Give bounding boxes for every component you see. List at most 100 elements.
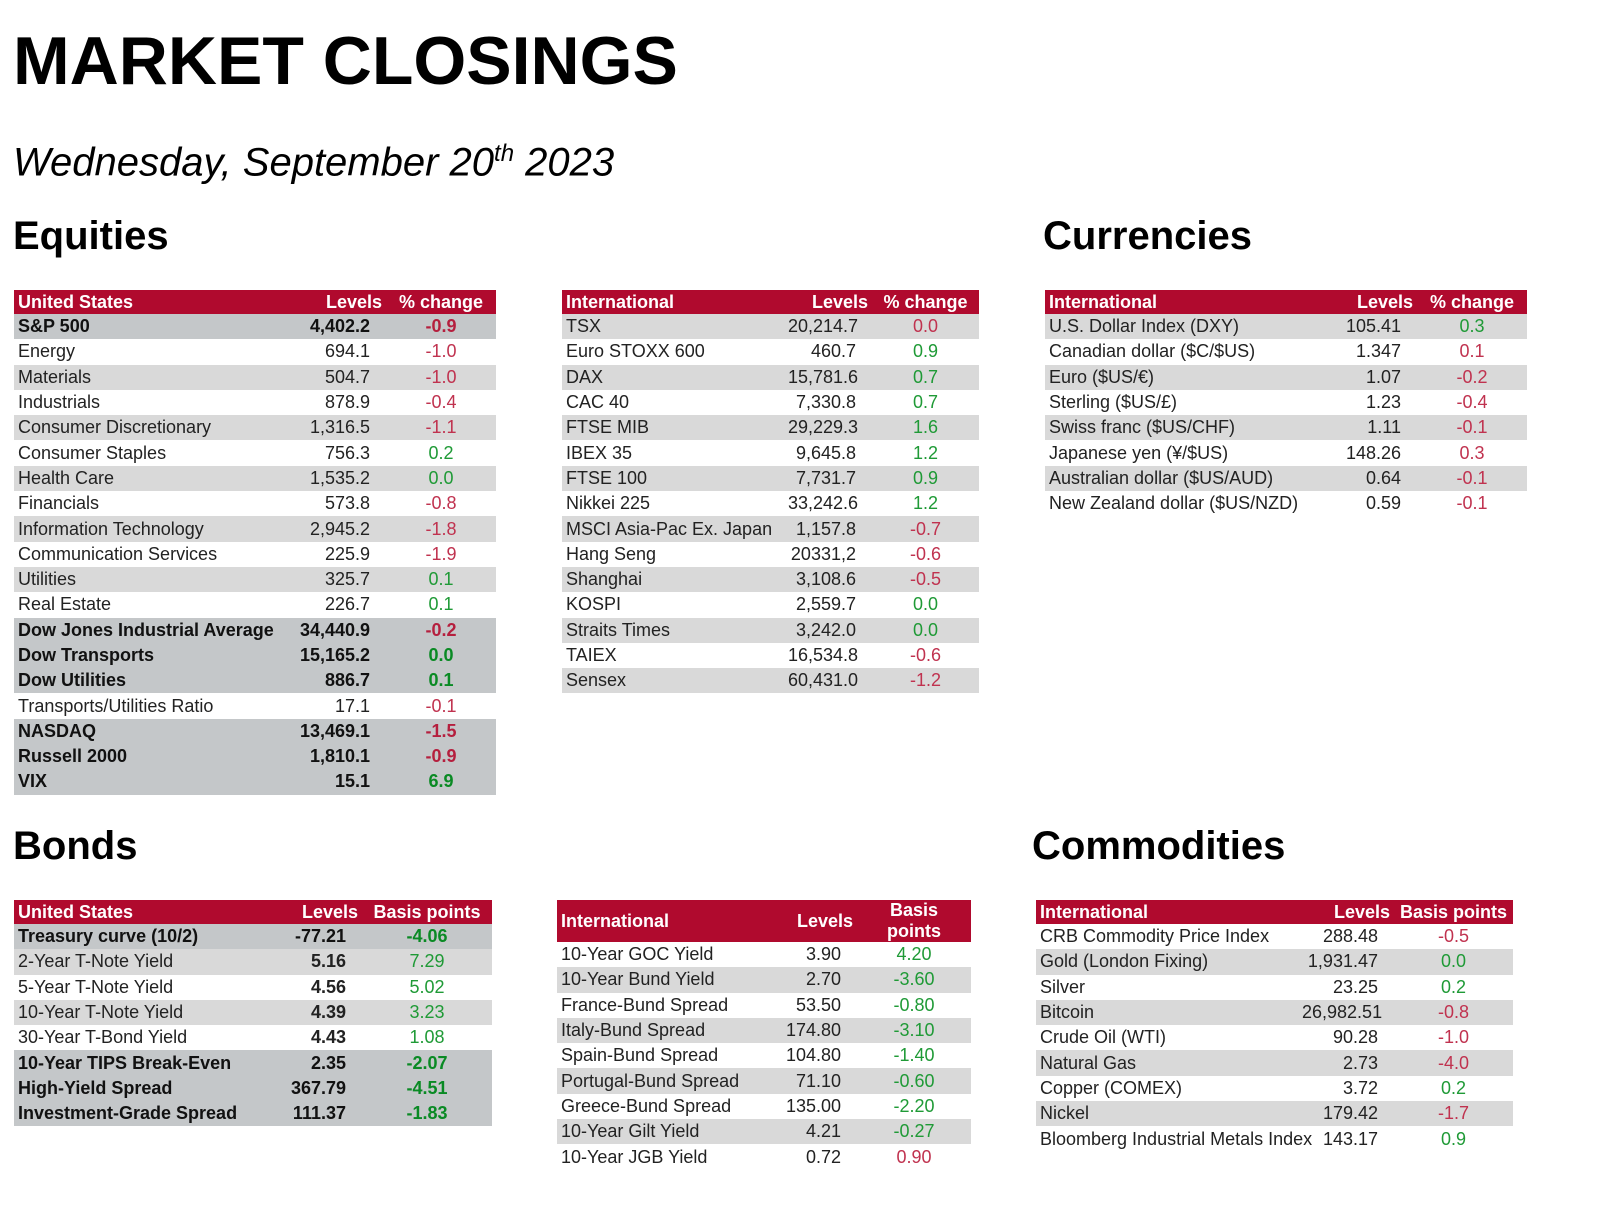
- row-name: Bloomberg Industrial Metals Index: [1036, 1126, 1312, 1152]
- column-header-change: Basis points: [1394, 900, 1513, 924]
- table-row: Treasury curve (10/2) -77.21 -4.06: [14, 924, 492, 950]
- row-name: NASDAQ: [14, 718, 296, 745]
- bonds-international-table: International Levels Basis points 10-Year G…: [557, 900, 971, 1170]
- report-date: Wednesday, September 20th 2023: [13, 140, 615, 185]
- row-change: 3.23: [362, 999, 492, 1026]
- row-name: KOSPI: [562, 592, 784, 618]
- row-level: 226.7: [296, 592, 386, 618]
- row-change: 7.29: [362, 949, 492, 975]
- row-change: 0.1: [1417, 339, 1527, 365]
- row-level: 26,982.51: [1298, 999, 1394, 1026]
- row-change: -0.2: [386, 617, 496, 643]
- row-change: -0.27: [857, 1119, 971, 1145]
- column-header-levels: Levels: [784, 290, 872, 314]
- row-change: 1.2: [872, 440, 979, 466]
- row-name: 10-Year Gilt Yield: [557, 1119, 777, 1145]
- table-row: Industrials 878.9 -0.4: [14, 389, 496, 416]
- row-name: Silver: [1036, 974, 1298, 1000]
- table-row: 2-Year T-Note Yield 5.16 7.29: [14, 949, 492, 975]
- row-name: Real Estate: [14, 592, 296, 618]
- row-change: 0.3: [1417, 440, 1527, 466]
- row-name: Russell 2000: [14, 744, 296, 770]
- bonds-us-table: United States Levels Basis points Treasury …: [14, 900, 492, 1127]
- row-name: VIX: [14, 769, 296, 795]
- row-name: France-Bund Spread: [557, 992, 777, 1018]
- row-name: MSCI Asia-Pac Ex. Japan: [562, 516, 784, 542]
- column-header-name: International: [1036, 900, 1298, 924]
- column-header-levels: Levels: [296, 290, 386, 314]
- row-level: 16,534.8: [784, 642, 872, 669]
- row-name: 2-Year T-Note Yield: [14, 949, 276, 975]
- row-level: 53.50: [777, 992, 857, 1018]
- row-name: CRB Commodity Price Index: [1036, 924, 1298, 950]
- row-change: -0.7: [872, 516, 979, 542]
- row-level: 34,440.9: [296, 617, 386, 643]
- table-header-row: United States Levels% change: [14, 290, 496, 314]
- row-name: 10-Year JGB Yield: [557, 1144, 777, 1170]
- table-row: CAC 40 7,330.8 0.7: [562, 389, 979, 416]
- row-level: 179.42: [1298, 1101, 1394, 1127]
- row-level: 2.35: [276, 1050, 362, 1076]
- row-level: 3,242.0: [784, 617, 872, 643]
- table-header-row: International Levels% change: [1045, 290, 1527, 314]
- row-change: 6.9: [386, 769, 496, 795]
- row-change: 0.0: [1394, 949, 1513, 975]
- table-header-row: International Levels Basis points: [557, 900, 971, 942]
- row-level: -77.21: [276, 924, 362, 950]
- row-name: Natural Gas: [1036, 1050, 1298, 1076]
- row-level: 174.80: [777, 1017, 857, 1044]
- row-level: 20,214.7: [784, 314, 872, 340]
- row-level: 1,535.2: [296, 465, 386, 492]
- table-row: Euro ($US/€) 1.07 -0.2: [1045, 364, 1527, 390]
- column-header-name: International: [1045, 290, 1321, 314]
- table-row: Transports/Utilities Ratio 17.1 -0.1: [14, 693, 496, 719]
- row-level: 756.3: [296, 440, 386, 466]
- table-header-row: International Levels Basis points: [1036, 900, 1513, 924]
- table-row: Consumer Staples 756.3 0.2: [14, 440, 496, 466]
- row-change: -1.83: [362, 1101, 492, 1127]
- table-row: 10-Year T-Note Yield 4.39 3.23: [14, 999, 492, 1026]
- row-level: 1.23: [1321, 389, 1417, 416]
- row-name: 5-Year T-Note Yield: [14, 974, 276, 1000]
- row-level: 1.11: [1321, 415, 1417, 441]
- column-header-levels: Levels: [1298, 900, 1394, 924]
- row-name: 10-Year Bund Yield: [557, 967, 777, 993]
- table-row: Utilities 325.7 0.1: [14, 566, 496, 593]
- table-row: 10-Year Gilt Yield 4.21 -0.27: [557, 1119, 971, 1145]
- row-level: 288.48: [1298, 924, 1394, 950]
- row-change: 0.9: [872, 465, 979, 492]
- row-name: Treasury curve (10/2): [14, 924, 276, 950]
- table-row: NASDAQ 13,469.1 -1.5: [14, 718, 496, 745]
- table-row: Copper (COMEX) 3.72 0.2: [1036, 1075, 1513, 1102]
- row-change: 0.1: [386, 668, 496, 694]
- table-row: Dow Jones Industrial Average 34,440.9 -0.2: [14, 617, 496, 643]
- table-header-row: United States Levels Basis points: [14, 900, 492, 924]
- row-change: -0.6: [872, 642, 979, 669]
- row-name: Bitcoin: [1036, 999, 1298, 1026]
- row-name: 30-Year T-Bond Yield: [14, 1025, 276, 1051]
- table-row: Consumer Discretionary 1,316.5 -1.1: [14, 415, 496, 441]
- row-change: -0.6: [872, 541, 979, 567]
- table-row: DAX 15,781.6 0.7: [562, 364, 979, 390]
- table-row: 10-Year JGB Yield 0.72 0.90: [557, 1144, 971, 1170]
- row-level: 60,431.0: [784, 668, 872, 694]
- row-name: Japanese yen (¥/$US): [1045, 440, 1321, 466]
- currencies-table: International Levels% change U.S. Dollar I…: [1045, 290, 1527, 517]
- row-change: -1.1: [386, 415, 496, 441]
- row-change: -0.4: [386, 389, 496, 416]
- table-row: KOSPI 2,559.7 0.0: [562, 592, 979, 618]
- row-level: 4.21: [777, 1119, 857, 1145]
- table-row: TAIEX 16,534.8 -0.6: [562, 642, 979, 669]
- row-change: 0.9: [1394, 1126, 1513, 1152]
- row-change: -0.8: [386, 491, 496, 517]
- table-row: Materials 504.7 -1.0: [14, 364, 496, 390]
- table-row: Bitcoin 26,982.51 -0.8: [1036, 999, 1513, 1026]
- row-level: 15,165.2: [296, 642, 386, 669]
- row-change: 0.9: [872, 339, 979, 365]
- page-title: MARKET CLOSINGS: [13, 23, 678, 99]
- row-level: 71.10: [777, 1068, 857, 1094]
- table-row: Health Care 1,535.2 0.0: [14, 465, 496, 492]
- row-change: -3.60: [857, 967, 971, 993]
- row-name: Dow Transports: [14, 642, 296, 669]
- section-currencies: Currencies: [1043, 214, 1252, 258]
